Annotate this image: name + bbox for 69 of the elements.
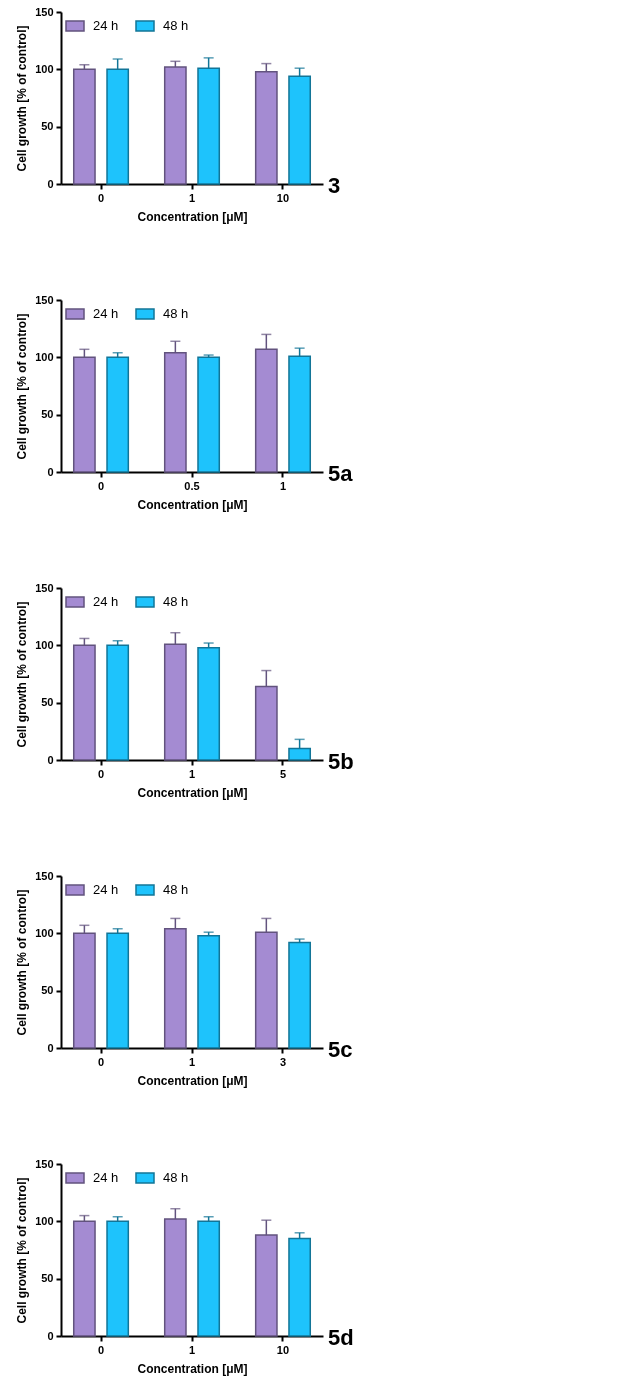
y-tick-label: 150 bbox=[35, 869, 54, 882]
x-tick-label: 0 bbox=[97, 1055, 105, 1068]
text: 5b bbox=[328, 749, 354, 774]
x-tick-label: 3 bbox=[279, 1055, 287, 1068]
legend-label: 48 h bbox=[163, 594, 189, 610]
x-axis-title: Concentration [μM] bbox=[137, 1073, 248, 1088]
y-tick-label: 0 bbox=[47, 1041, 54, 1054]
legend-label: 24 h bbox=[93, 306, 119, 322]
bar bbox=[106, 356, 130, 473]
x-axis-title: Concentration [μM] bbox=[137, 1361, 248, 1376]
y-tick-label: 0 bbox=[47, 753, 54, 766]
bar bbox=[106, 1220, 130, 1337]
text: 5d bbox=[328, 1325, 354, 1350]
y-tick-label: 100 bbox=[35, 926, 54, 939]
x-tick-label: 10 bbox=[276, 1343, 290, 1356]
bar bbox=[197, 356, 221, 473]
y-tick-label: 100 bbox=[35, 62, 54, 75]
text: 5c bbox=[328, 1037, 353, 1062]
y-tick-label: 100 bbox=[35, 1214, 54, 1227]
x-tick-label: 0 bbox=[97, 1343, 105, 1356]
legend-label: 48 h bbox=[163, 306, 189, 322]
x-tick-label: 1 bbox=[188, 1343, 196, 1356]
legend-label: 24 h bbox=[93, 18, 119, 34]
bar bbox=[288, 1237, 312, 1337]
text: 5a bbox=[328, 461, 354, 486]
x-tick-label: 1 bbox=[188, 767, 196, 780]
x-tick-label: 1 bbox=[188, 1055, 196, 1068]
x-tick-label: 1 bbox=[279, 479, 287, 492]
x-tick-label: 5 bbox=[279, 767, 287, 780]
x-tick-label: 1 bbox=[188, 191, 196, 204]
x-tick-label: 0 bbox=[97, 191, 105, 204]
y-tick-label: 50 bbox=[41, 1272, 54, 1285]
x-tick-label: 10 bbox=[276, 191, 290, 204]
y-tick-label: 50 bbox=[41, 984, 54, 997]
bar bbox=[197, 646, 221, 761]
legend-label: 24 h bbox=[93, 1170, 119, 1186]
legend-label: 48 h bbox=[163, 1170, 189, 1186]
x-tick-label: 0 bbox=[97, 479, 105, 492]
y-tick-label: 0 bbox=[47, 1329, 54, 1342]
y-tick-label: 0 bbox=[47, 465, 54, 478]
legend-label: 24 h bbox=[93, 882, 119, 898]
y-tick-label: 100 bbox=[35, 350, 54, 363]
x-axis-title: Concentration [μM] bbox=[137, 785, 248, 800]
legend-label: 48 h bbox=[163, 18, 189, 34]
y-tick-label: 50 bbox=[41, 408, 54, 421]
y-axis-title: Cell growth [% of control] bbox=[15, 1177, 30, 1324]
bar bbox=[163, 66, 187, 185]
y-tick-label: 50 bbox=[41, 120, 54, 133]
y-tick-label: 150 bbox=[35, 5, 54, 18]
bar bbox=[106, 644, 130, 761]
y-axis-title: Cell growth [% of control] bbox=[15, 889, 30, 1036]
y-axis-title: Cell growth [% of control] bbox=[15, 313, 30, 460]
y-tick-label: 50 bbox=[41, 696, 54, 709]
y-tick-label: 150 bbox=[35, 581, 54, 594]
y-tick-label: 150 bbox=[35, 293, 54, 306]
legend-label: 48 h bbox=[163, 882, 189, 898]
y-tick-label: 100 bbox=[35, 638, 54, 651]
x-axis-title: Concentration [μM] bbox=[137, 209, 248, 224]
x-axis-title: Concentration [μM] bbox=[137, 497, 248, 512]
x-tick-label: 0.5 bbox=[184, 479, 200, 492]
legend-label: 24 h bbox=[93, 594, 119, 610]
y-tick-label: 0 bbox=[47, 177, 54, 190]
y-axis-title: Cell growth [% of control] bbox=[15, 601, 30, 748]
bar bbox=[72, 68, 96, 185]
bar bbox=[72, 1220, 96, 1337]
x-tick-label: 0 bbox=[97, 767, 105, 780]
y-tick-label: 150 bbox=[35, 1157, 54, 1170]
y-axis-title: Cell growth [% of control] bbox=[15, 25, 30, 172]
bar bbox=[197, 1220, 221, 1337]
